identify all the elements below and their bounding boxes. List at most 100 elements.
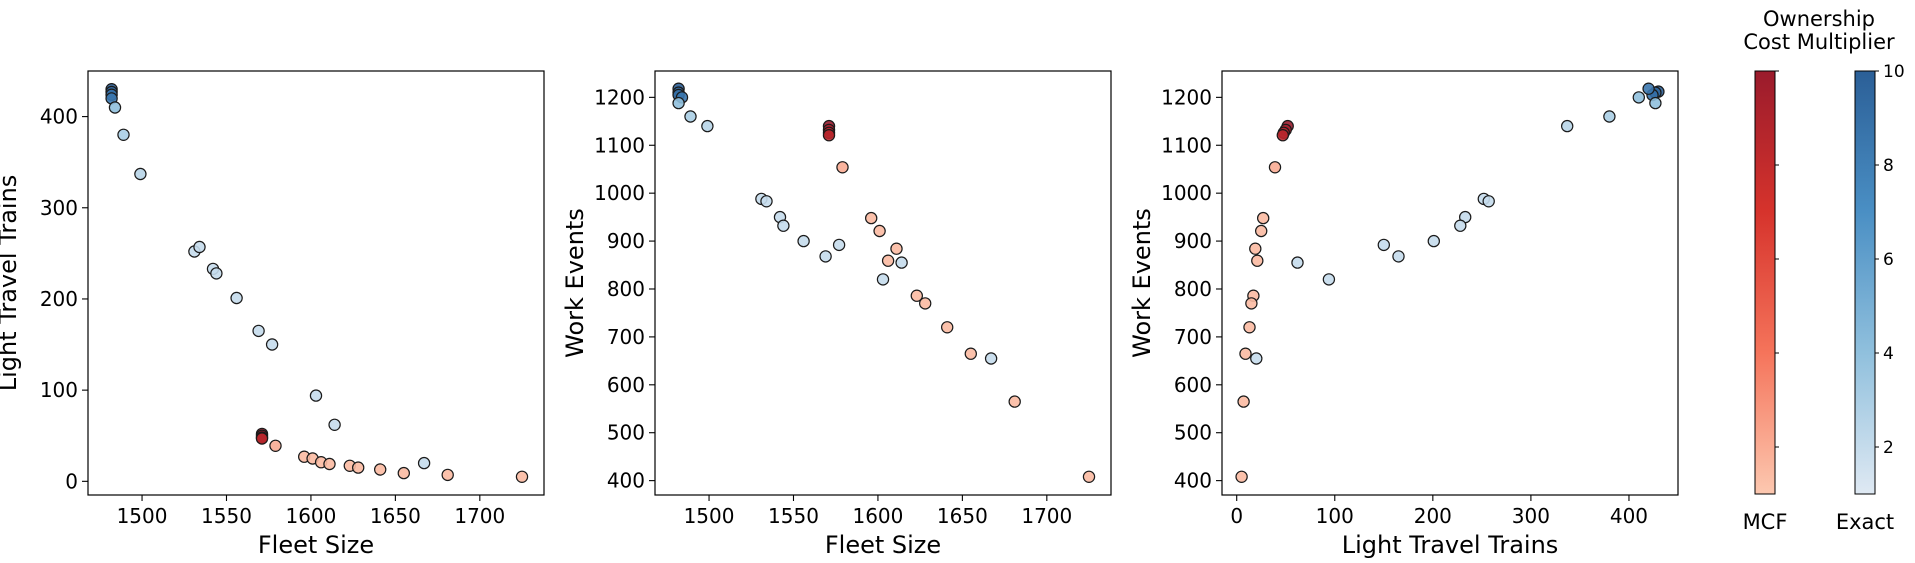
data-point-exact bbox=[252, 324, 265, 338]
data-point-exact bbox=[265, 338, 279, 351]
data-point-exact bbox=[760, 195, 773, 208]
plot-frame bbox=[87, 70, 545, 496]
x-tick-label: 1500 bbox=[117, 504, 168, 528]
data-point-exact bbox=[984, 352, 998, 365]
data-point-mcf bbox=[1268, 161, 1282, 174]
x-tick-label: 300 bbox=[1512, 504, 1550, 528]
x-axis-label: Light Travel Trains bbox=[1342, 531, 1559, 559]
data-point-mcf bbox=[352, 461, 365, 474]
data-point-exact bbox=[777, 219, 790, 232]
data-point-exact bbox=[1603, 110, 1616, 123]
x-tick-label: 1550 bbox=[768, 504, 819, 528]
data-point-mcf bbox=[1276, 128, 1290, 142]
data-point-mcf bbox=[1249, 242, 1262, 255]
data-point-mcf bbox=[1243, 321, 1256, 334]
data-point-exact bbox=[797, 234, 810, 248]
y-tick-label: 1000 bbox=[1161, 181, 1212, 205]
data-point-exact bbox=[417, 456, 431, 470]
x-axis-label: Fleet Size bbox=[825, 531, 941, 559]
data-point-exact bbox=[1322, 273, 1336, 286]
y-tick-label: 1100 bbox=[1161, 133, 1212, 157]
y-tick-label: 1100 bbox=[594, 133, 645, 157]
data-point-mcf bbox=[515, 470, 529, 483]
colorbar-title-line2: Cost Multiplier bbox=[1743, 30, 1895, 54]
plot-frame bbox=[1221, 70, 1679, 496]
data-point-mcf bbox=[374, 463, 387, 476]
data-point-exact bbox=[701, 119, 714, 133]
y-tick-label: 300 bbox=[40, 196, 78, 220]
x-tick-label: 1550 bbox=[201, 504, 252, 528]
colorbar-tick-label: 8 bbox=[1883, 156, 1894, 176]
y-tick-label: 800 bbox=[1174, 277, 1212, 301]
data-point-exact bbox=[684, 110, 697, 123]
x-axis-label: Fleet Size bbox=[258, 531, 374, 559]
data-point-exact bbox=[117, 128, 130, 141]
data-point-exact bbox=[819, 250, 832, 263]
x-tick-label: 1700 bbox=[454, 504, 505, 528]
data-point-exact bbox=[1649, 96, 1662, 110]
data-point-exact bbox=[134, 167, 147, 181]
data-point-mcf bbox=[941, 321, 954, 334]
y-tick-label: 700 bbox=[607, 325, 645, 349]
x-tick-label: 1600 bbox=[285, 504, 336, 528]
data-points bbox=[105, 82, 529, 483]
data-points bbox=[1235, 82, 1665, 483]
y-tick-label: 400 bbox=[1174, 469, 1212, 493]
data-point-exact bbox=[193, 240, 206, 254]
plot-frame bbox=[654, 70, 1112, 496]
data-point-mcf bbox=[1235, 470, 1248, 483]
data-point-exact bbox=[108, 101, 122, 114]
data-point-exact bbox=[1291, 256, 1304, 269]
scatter-panel-1: 1500 1550 1600 1650 1700 0 100 200 300 400 Fleet S… bbox=[0, 70, 545, 559]
y-tick-label: 600 bbox=[1174, 373, 1212, 397]
y-tick-label: 1200 bbox=[1161, 85, 1212, 109]
colorbar-name-exact: Exact bbox=[1836, 510, 1894, 534]
colorbar-name-mcf: MCF bbox=[1743, 510, 1788, 534]
data-point-mcf bbox=[919, 297, 932, 310]
y-tick-label: 700 bbox=[1174, 325, 1212, 349]
data-point-exact bbox=[672, 96, 685, 110]
data-point-exact bbox=[1560, 119, 1574, 133]
data-points bbox=[672, 82, 1096, 483]
y-axis-label: Light Travel Trains bbox=[0, 175, 22, 392]
x-tick-label: 400 bbox=[1610, 504, 1648, 528]
data-point-mcf bbox=[269, 439, 282, 452]
data-point-exact bbox=[876, 273, 890, 286]
x-tick-label: 1500 bbox=[684, 504, 735, 528]
x-tick-label: 200 bbox=[1414, 504, 1452, 528]
y-tick-label: 500 bbox=[607, 421, 645, 445]
data-point-exact bbox=[1632, 91, 1646, 104]
colorbar-tick-label: 4 bbox=[1883, 344, 1894, 364]
data-point-mcf bbox=[910, 289, 924, 302]
y-tick-label: 600 bbox=[607, 373, 645, 397]
colorbar-tick-label: 2 bbox=[1883, 438, 1894, 458]
data-point-mcf bbox=[1251, 254, 1264, 267]
colorbar-exact bbox=[1854, 70, 1876, 495]
data-point-exact bbox=[1392, 250, 1405, 263]
data-point-exact bbox=[1454, 219, 1467, 232]
data-point-mcf bbox=[1239, 347, 1252, 360]
data-point-mcf bbox=[822, 128, 836, 142]
data-point-exact bbox=[895, 256, 908, 269]
data-point-mcf bbox=[873, 224, 886, 238]
data-point-mcf bbox=[865, 211, 878, 225]
x-tick-label: 1600 bbox=[852, 504, 903, 528]
data-point-exact bbox=[1482, 195, 1495, 208]
data-point-mcf bbox=[441, 468, 454, 482]
y-tick-label: 100 bbox=[40, 378, 78, 402]
data-point-exact bbox=[210, 267, 223, 280]
data-point-mcf bbox=[1256, 211, 1270, 225]
data-point-exact bbox=[328, 418, 341, 431]
data-point-mcf bbox=[1254, 224, 1268, 238]
data-point-exact bbox=[1642, 82, 1655, 95]
data-point-exact bbox=[1250, 352, 1263, 365]
data-point-mcf bbox=[1008, 395, 1021, 408]
scatter-panel-2: 1500 1550 1600 1650 1700 400 500 600 700 800 900 10… bbox=[561, 70, 1112, 559]
data-point-mcf bbox=[397, 466, 410, 480]
y-tick-label: 0 bbox=[65, 469, 78, 493]
y-tick-label: 500 bbox=[1174, 421, 1212, 445]
data-point-mcf bbox=[1082, 470, 1096, 483]
y-tick-label: 1000 bbox=[594, 181, 645, 205]
colorbar-tick-label: 10 bbox=[1883, 62, 1905, 82]
